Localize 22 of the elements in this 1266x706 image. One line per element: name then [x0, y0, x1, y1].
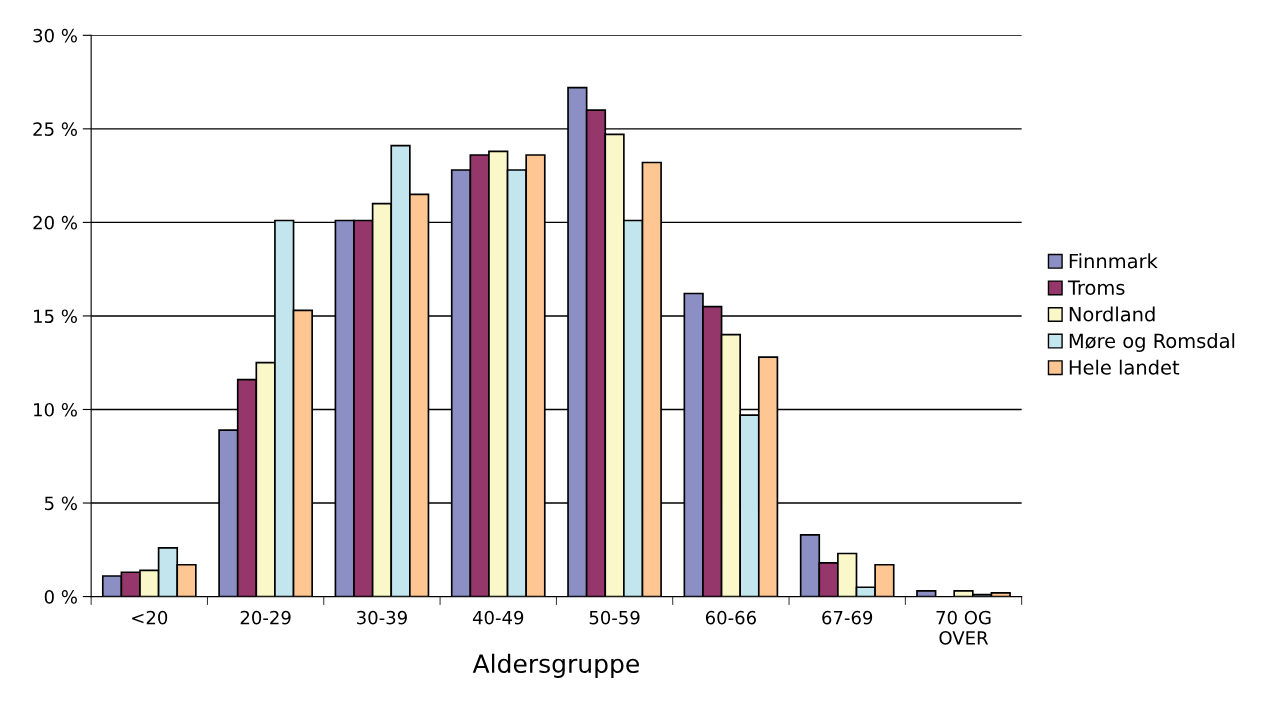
y-tick-label: 5 % [44, 496, 77, 511]
y-tick-label: 25 % [33, 122, 77, 136]
bar [916, 590, 937, 597]
x-axis-title: Aldersgruppe [472, 653, 639, 678]
x-tick-label: 20-29 [240, 610, 291, 625]
y-tick-label: 10 % [34, 402, 77, 417]
x-tick-label: 30-39 [357, 610, 407, 625]
x-tick-label: 70 OG OVER [936, 610, 991, 645]
x-tick-label: 40-49 [472, 610, 524, 625]
legend-label: Hele landet [1069, 359, 1180, 375]
legend-label: Finnmark [1069, 253, 1158, 269]
x-tick-label: 50-59 [589, 610, 640, 625]
y-tick-label: 30 % [33, 28, 77, 43]
x-tick-label: 67-69 [822, 610, 873, 625]
legend-label: Troms [1067, 280, 1125, 295]
y-tick-label: 0 % [44, 590, 77, 604]
y-tick-label: 15 % [34, 309, 77, 324]
x-tick-label: <20 [132, 610, 168, 625]
x-tick-label: 60-66 [705, 610, 756, 625]
y-tick-label: 20 % [33, 215, 77, 230]
legend-label: Møre og Romsdal [1069, 333, 1235, 352]
legend-label: Nordland [1069, 306, 1155, 322]
